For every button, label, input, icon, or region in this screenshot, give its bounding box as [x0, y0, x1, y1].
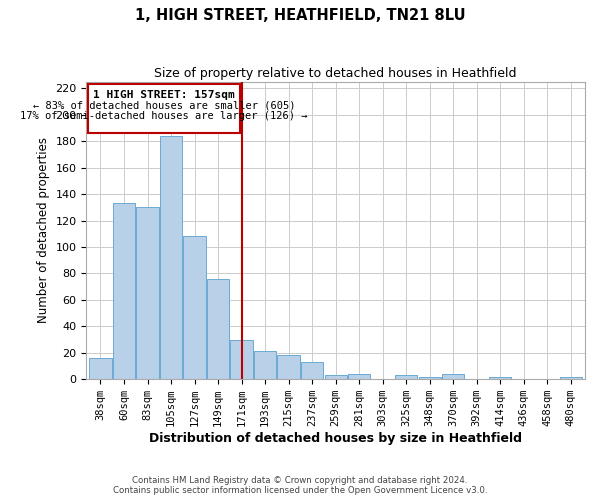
Bar	[160, 136, 182, 379]
Bar	[442, 374, 464, 379]
Bar	[395, 376, 418, 379]
Bar	[136, 208, 158, 379]
Bar	[254, 352, 276, 379]
Bar	[419, 376, 441, 379]
X-axis label: Distribution of detached houses by size in Heathfield: Distribution of detached houses by size …	[149, 432, 522, 445]
Bar	[89, 358, 112, 379]
Bar	[301, 362, 323, 379]
Bar	[207, 278, 229, 379]
Y-axis label: Number of detached properties: Number of detached properties	[37, 138, 50, 324]
Bar	[277, 356, 300, 379]
FancyBboxPatch shape	[88, 84, 241, 133]
Text: 17% of semi-detached houses are larger (126) →: 17% of semi-detached houses are larger (…	[20, 111, 308, 121]
Text: 1 HIGH STREET: 157sqm: 1 HIGH STREET: 157sqm	[93, 90, 235, 100]
Bar	[325, 376, 347, 379]
Title: Size of property relative to detached houses in Heathfield: Size of property relative to detached ho…	[154, 68, 517, 80]
Bar	[560, 376, 582, 379]
Bar	[113, 204, 135, 379]
Text: ← 83% of detached houses are smaller (605): ← 83% of detached houses are smaller (60…	[33, 100, 295, 110]
Bar	[184, 236, 206, 379]
Bar	[230, 340, 253, 379]
Bar	[348, 374, 370, 379]
Text: Contains HM Land Registry data © Crown copyright and database right 2024.
Contai: Contains HM Land Registry data © Crown c…	[113, 476, 487, 495]
Text: 1, HIGH STREET, HEATHFIELD, TN21 8LU: 1, HIGH STREET, HEATHFIELD, TN21 8LU	[134, 8, 466, 22]
Bar	[489, 376, 511, 379]
